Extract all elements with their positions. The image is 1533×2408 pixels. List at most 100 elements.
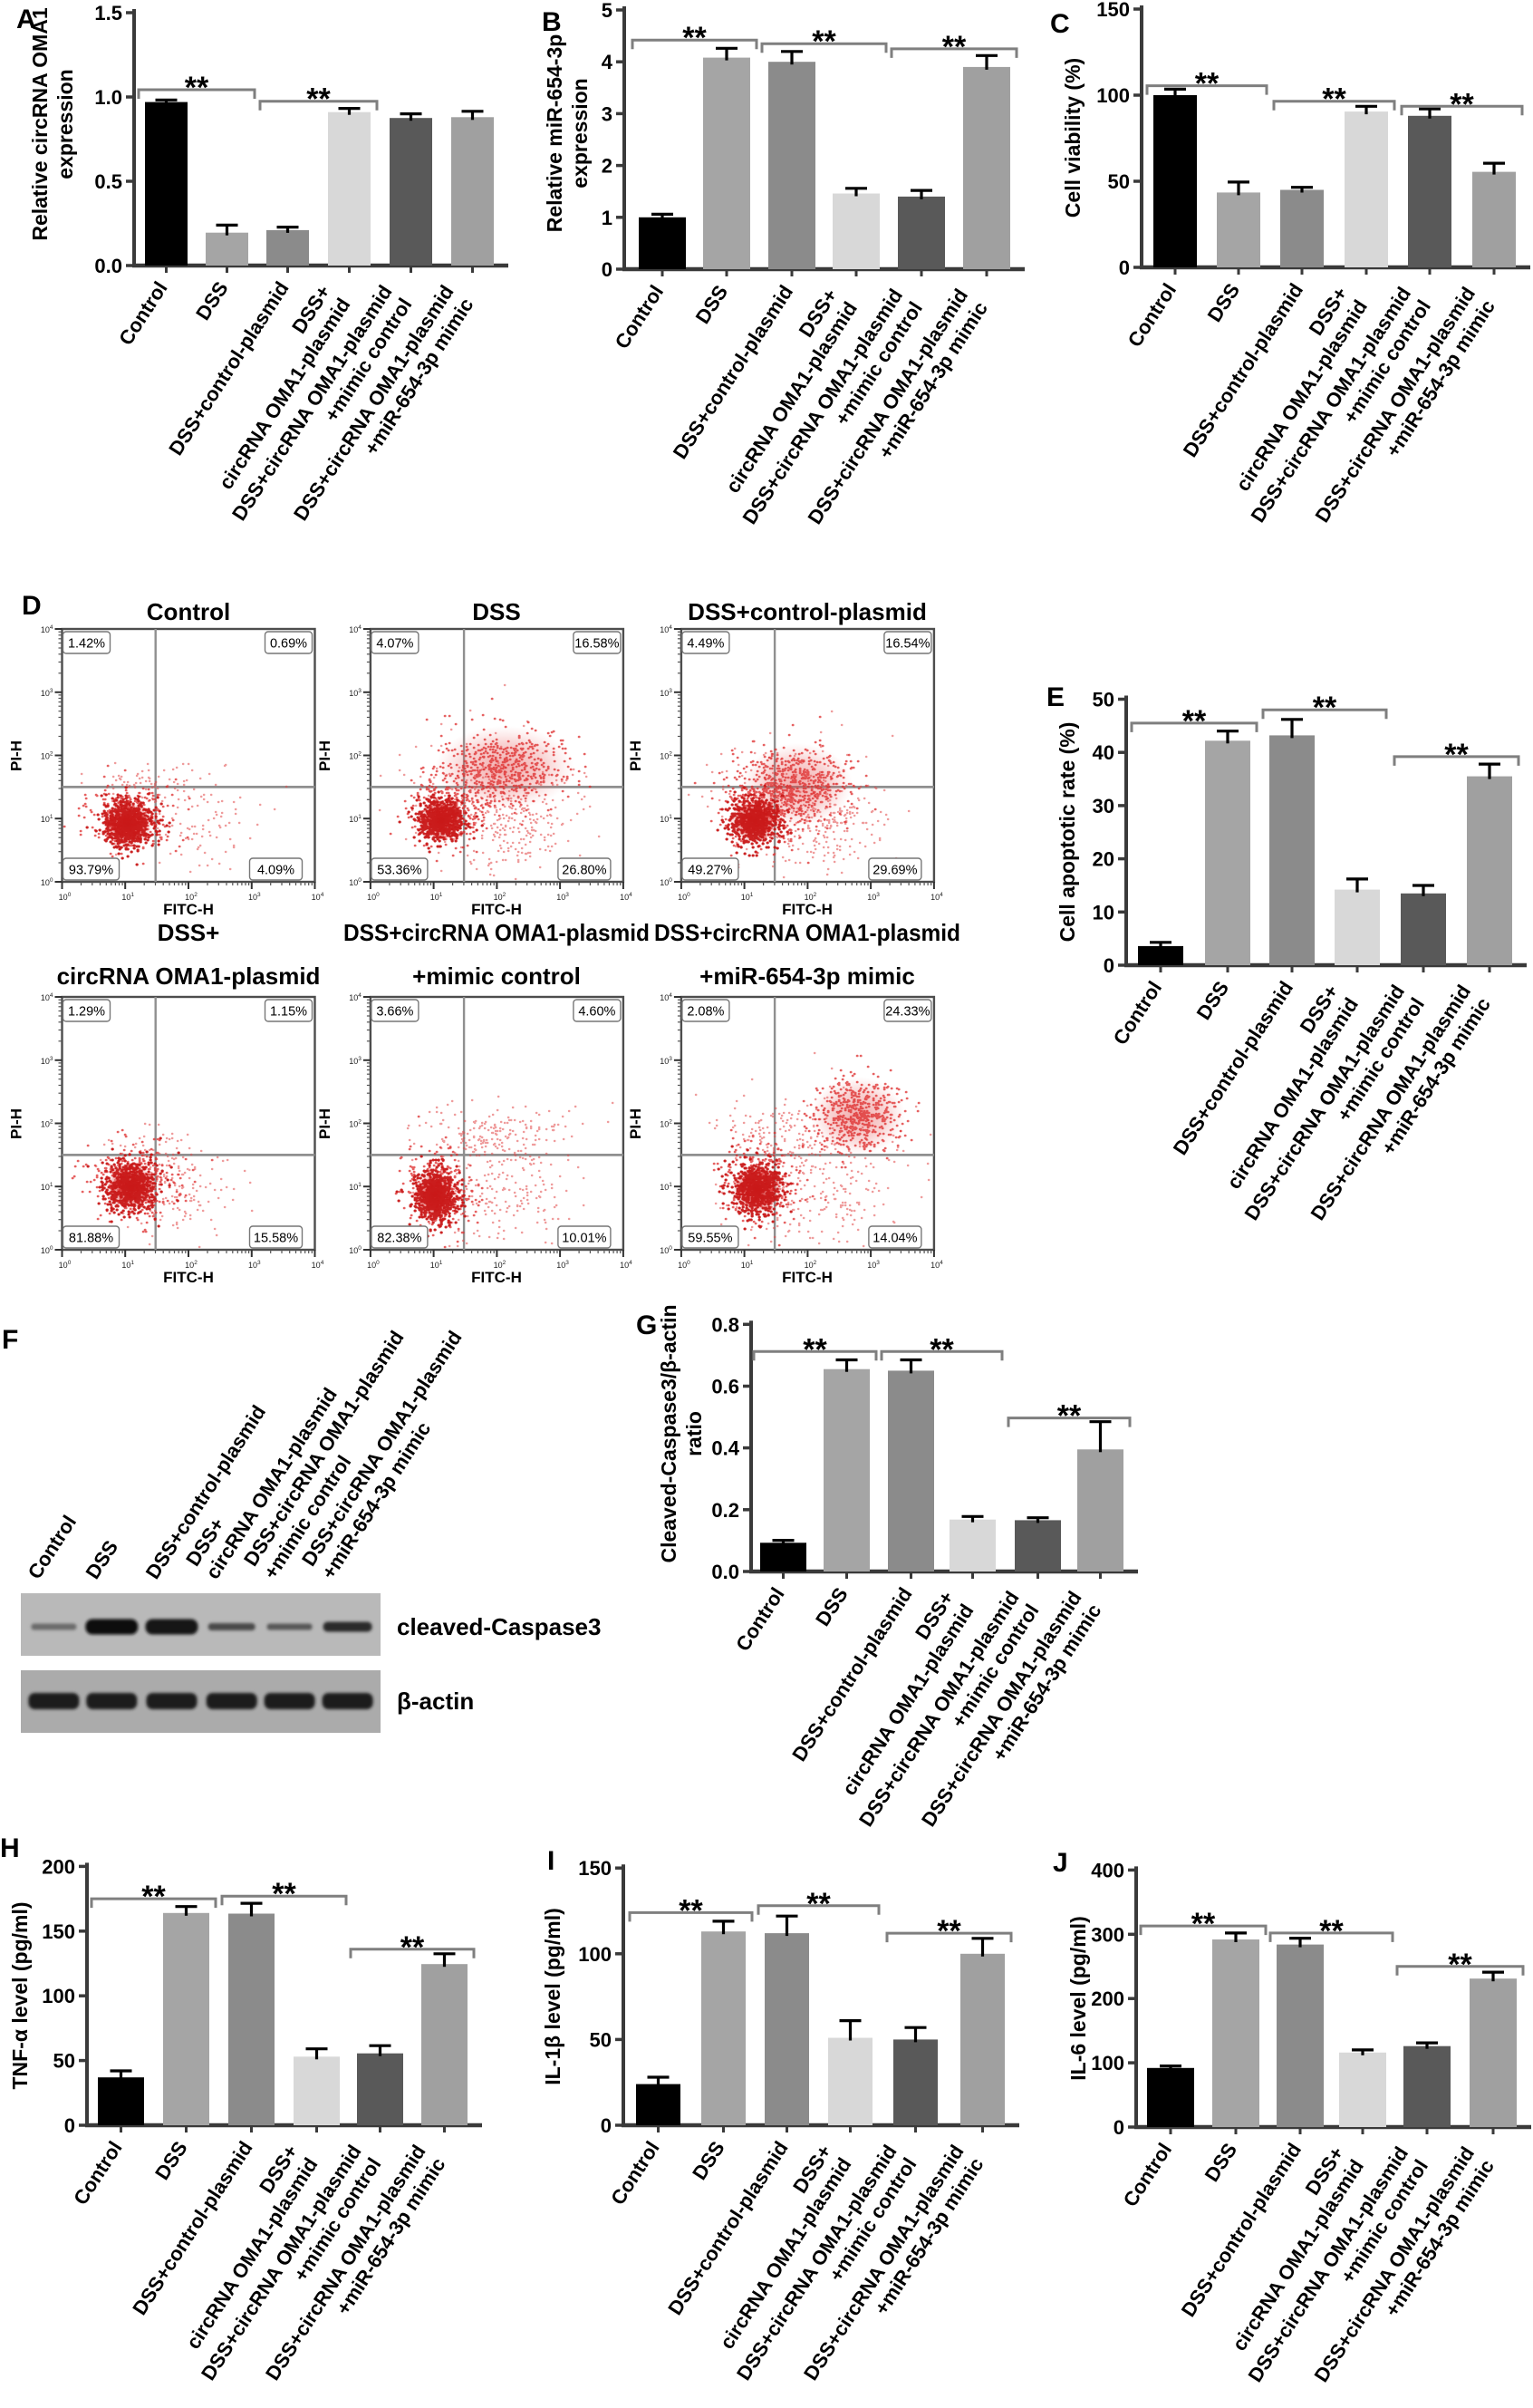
svg-text:100: 100: [578, 1943, 612, 1966]
svg-text:4.07%: 4.07%: [376, 637, 413, 652]
svg-text:53.36%: 53.36%: [377, 864, 421, 878]
svg-text:104: 104: [620, 892, 632, 902]
svg-text:0.0: 0.0: [94, 255, 122, 277]
svg-text:**: **: [1322, 82, 1346, 117]
svg-text:**: **: [1319, 1914, 1344, 1949]
svg-text:β-actin: β-actin: [397, 1688, 474, 1715]
svg-text:103: 103: [660, 688, 672, 698]
svg-text:26.80%: 26.80%: [562, 864, 606, 878]
svg-text:4.09%: 4.09%: [257, 864, 294, 878]
svg-text:Cleaved-Caspase3/β-actin: Cleaved-Caspase3/β-actin: [657, 1304, 680, 1562]
svg-text:50: 50: [590, 2028, 612, 2051]
svg-text:**: **: [272, 1877, 296, 1911]
svg-text:C: C: [1050, 9, 1070, 39]
svg-text:100: 100: [678, 1260, 690, 1270]
svg-text:100: 100: [42, 1985, 75, 2007]
svg-text:100: 100: [349, 1245, 362, 1255]
svg-text:104: 104: [312, 892, 324, 902]
svg-text:**: **: [682, 21, 707, 55]
svg-text:Relative circRNA OMA1: Relative circRNA OMA1: [28, 7, 52, 241]
svg-text:29.69%: 29.69%: [873, 864, 917, 878]
svg-text:103: 103: [248, 892, 261, 902]
svg-text:102: 102: [805, 1260, 817, 1270]
svg-text:101: 101: [660, 1182, 672, 1192]
svg-text:0.0: 0.0: [711, 1561, 739, 1583]
svg-text:82.38%: 82.38%: [377, 1232, 421, 1246]
svg-text:1.0: 1.0: [94, 86, 122, 109]
svg-text:14.04%: 14.04%: [873, 1232, 917, 1246]
svg-text:0.69%: 0.69%: [270, 637, 307, 652]
svg-text:15.58%: 15.58%: [254, 1232, 298, 1246]
svg-text:PI-H: PI-H: [8, 1108, 25, 1139]
svg-text:50: 50: [1108, 170, 1130, 193]
svg-text:103: 103: [867, 892, 880, 902]
svg-text:0.8: 0.8: [711, 1313, 739, 1336]
svg-text:300: 300: [1091, 1923, 1124, 1946]
svg-text:D: D: [22, 591, 42, 621]
svg-text:102: 102: [41, 1119, 53, 1129]
svg-text:PI-H: PI-H: [627, 740, 644, 771]
svg-text:**: **: [306, 82, 331, 117]
svg-text:**: **: [803, 1332, 827, 1367]
svg-text:100: 100: [1091, 2052, 1124, 2074]
svg-text:DSS+circRNA OMA1-plasmid: DSS+circRNA OMA1-plasmid: [654, 919, 960, 946]
svg-text:FITC-H: FITC-H: [782, 1269, 833, 1286]
svg-text:1.29%: 1.29%: [68, 1005, 105, 1020]
svg-text:0.5: 0.5: [94, 170, 122, 193]
svg-text:**: **: [937, 1914, 961, 1949]
svg-text:100: 100: [59, 892, 72, 902]
svg-text:103: 103: [660, 1056, 672, 1066]
svg-text:101: 101: [41, 814, 53, 824]
svg-text:DSS+: DSS+: [158, 919, 220, 946]
svg-text:24.33%: 24.33%: [885, 1005, 930, 1020]
svg-text:1.42%: 1.42%: [68, 637, 105, 652]
svg-text:103: 103: [349, 1056, 362, 1066]
svg-text:16.58%: 16.58%: [574, 637, 619, 652]
svg-text:101: 101: [741, 1260, 754, 1270]
svg-text:circRNA OMA1-plasmid: circRNA OMA1-plasmid: [57, 962, 321, 990]
svg-text:**: **: [1195, 67, 1220, 102]
svg-text:1.15%: 1.15%: [270, 1005, 307, 1020]
svg-text:104: 104: [930, 1260, 943, 1270]
svg-text:**: **: [1191, 1907, 1216, 1941]
svg-text:102: 102: [185, 1260, 198, 1270]
svg-text:102: 102: [660, 1119, 672, 1129]
svg-text:200: 200: [42, 1855, 75, 1878]
svg-text:102: 102: [494, 892, 506, 902]
svg-text:20: 20: [1093, 848, 1114, 871]
svg-text:100: 100: [367, 1260, 380, 1270]
svg-text:**: **: [1313, 691, 1337, 725]
svg-text:**: **: [1057, 1399, 1082, 1434]
svg-text:103: 103: [41, 1056, 53, 1066]
svg-text:**: **: [1182, 704, 1207, 739]
svg-text:40: 40: [1093, 741, 1114, 764]
svg-text:Cell apoptotic rate (%): Cell apoptotic rate (%): [1056, 722, 1079, 943]
svg-text:100: 100: [59, 1260, 72, 1270]
svg-text:100: 100: [660, 877, 672, 887]
svg-text:93.79%: 93.79%: [69, 864, 113, 878]
svg-text:101: 101: [41, 1182, 53, 1192]
svg-text:104: 104: [620, 1260, 632, 1270]
svg-text:100: 100: [1096, 84, 1130, 107]
svg-text:103: 103: [867, 1260, 880, 1270]
svg-text:**: **: [141, 1880, 166, 1914]
svg-text:50: 50: [1093, 689, 1114, 711]
svg-text:102: 102: [185, 892, 198, 902]
svg-text:0.6: 0.6: [711, 1376, 739, 1398]
svg-text:100: 100: [349, 877, 362, 887]
svg-text:PI-H: PI-H: [627, 1108, 644, 1139]
svg-text:59.55%: 59.55%: [688, 1232, 732, 1246]
svg-text:101: 101: [741, 892, 754, 902]
svg-text:102: 102: [41, 751, 53, 761]
svg-text:DSS+circRNA OMA1-plasmid: DSS+circRNA OMA1-plasmid: [343, 919, 650, 946]
svg-text:104: 104: [312, 1260, 324, 1270]
svg-text:104: 104: [660, 624, 672, 634]
svg-text:100: 100: [678, 892, 690, 902]
svg-text:104: 104: [349, 624, 362, 634]
svg-text:Control: Control: [147, 598, 230, 625]
svg-text:0: 0: [1114, 2116, 1124, 2139]
svg-text:expression: expression: [53, 69, 77, 179]
svg-text:101: 101: [660, 814, 672, 824]
svg-text:100: 100: [41, 877, 53, 887]
svg-text:E: E: [1046, 682, 1065, 712]
